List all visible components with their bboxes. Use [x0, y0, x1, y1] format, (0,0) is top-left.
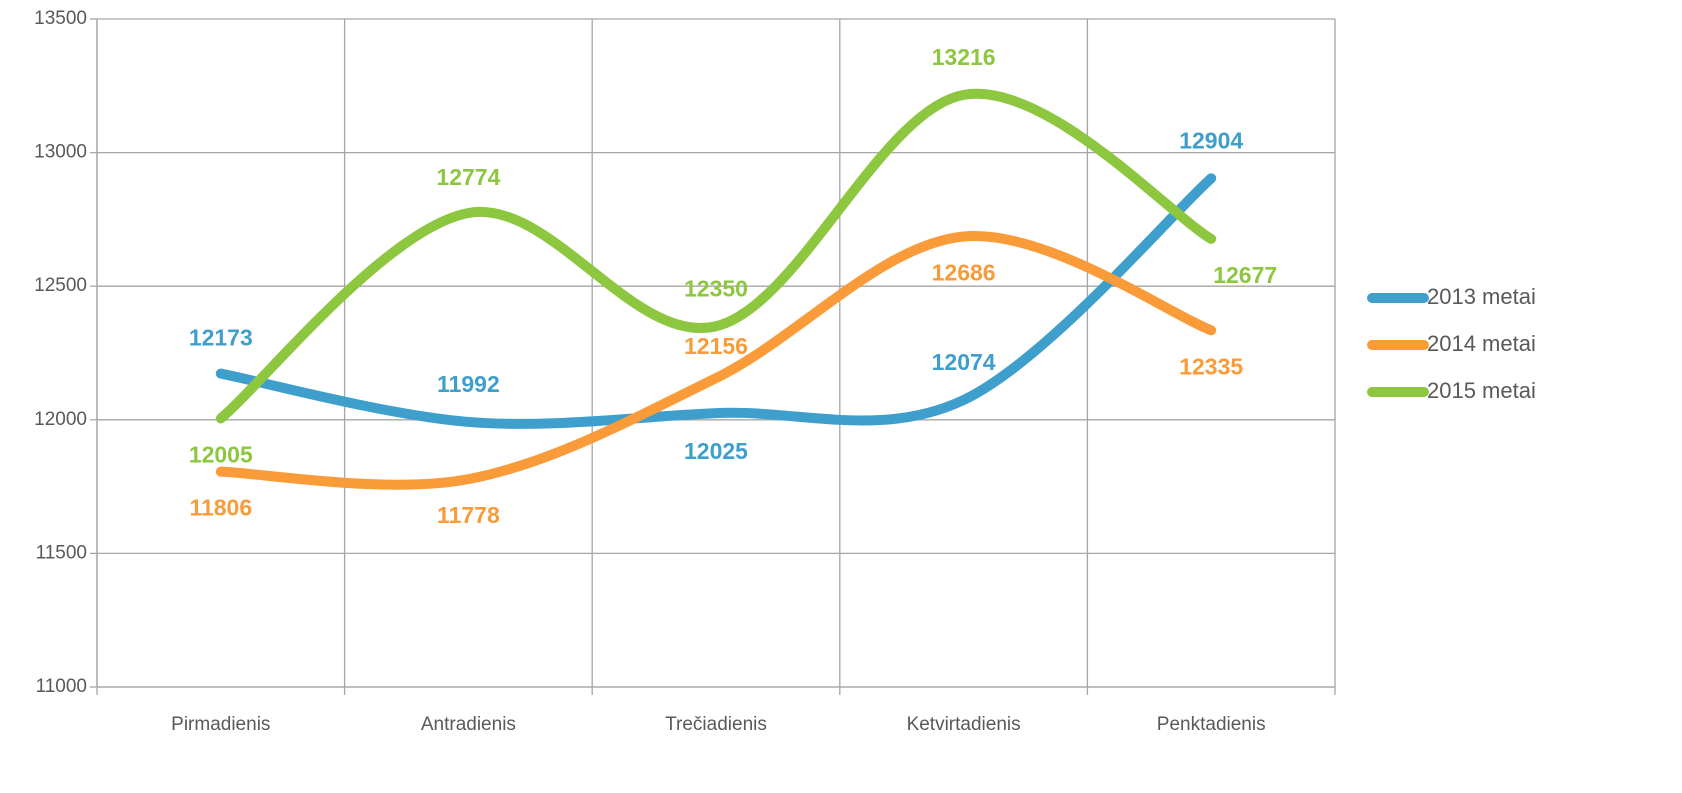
y-tick-label: 11000 — [36, 676, 87, 697]
x-tick-label: Trečiadienis — [665, 714, 767, 735]
data-label: 11778 — [437, 502, 500, 528]
y-tick-label: 13500 — [34, 8, 87, 29]
data-label: 12005 — [189, 442, 253, 468]
x-tick-label: Antradienis — [421, 714, 516, 735]
data-label: 12677 — [1213, 262, 1277, 288]
series-line — [215, 173, 1217, 429]
data-label: 12335 — [1179, 353, 1243, 379]
data-label: 12025 — [684, 438, 748, 464]
y-tick-label: 12500 — [34, 275, 87, 296]
data-label: 12156 — [684, 333, 748, 359]
legend-label: 2015 metai — [1427, 378, 1536, 403]
data-label: 12904 — [1179, 127, 1243, 153]
legend-label: 2013 metai — [1427, 284, 1536, 309]
data-label: 13216 — [932, 44, 996, 70]
data-label: 12686 — [932, 260, 996, 286]
x-tick-label: Ketvirtadienis — [907, 714, 1021, 735]
data-label: 11992 — [437, 371, 500, 397]
y-tick-label: 13000 — [34, 142, 87, 163]
series-line — [215, 231, 1217, 490]
data-label: 12173 — [189, 325, 253, 351]
y-tick-label: 12000 — [34, 409, 87, 430]
y-tick-label: 11500 — [36, 542, 87, 563]
data-label: 12774 — [436, 164, 500, 190]
legend-label: 2014 metai — [1427, 331, 1536, 356]
series-line — [215, 88, 1217, 424]
data-label: 12350 — [684, 275, 748, 301]
data-label: 12074 — [932, 349, 996, 375]
x-tick-label: Penktadienis — [1157, 714, 1266, 735]
x-tick-label: Pirmadienis — [171, 714, 270, 735]
data-label: 11806 — [189, 495, 252, 521]
